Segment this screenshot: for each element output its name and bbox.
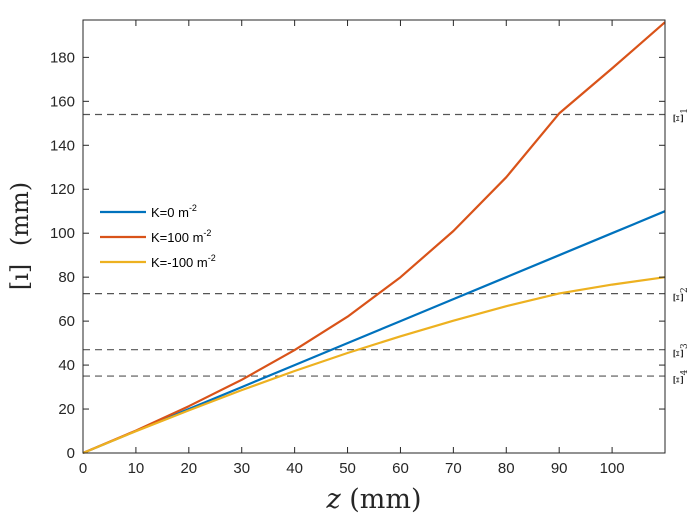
x-axis-var: z <box>325 484 341 515</box>
reference-label-sub: 2 <box>680 287 690 293</box>
x-tick-label: 30 <box>233 460 250 477</box>
x-tick-label: 20 <box>180 460 197 477</box>
y-tick-label: 100 <box>50 225 75 242</box>
y-tick-label: 20 <box>58 401 75 418</box>
x-tick-label: 50 <box>339 460 356 477</box>
x-axis-ticks: 0 10 20 30 40 50 60 70 80 90 100 <box>79 20 625 477</box>
x-tick-label: 80 <box>498 460 515 477</box>
legend-label: K=0 m-2 <box>151 203 197 220</box>
plot-frame <box>82 19 666 454</box>
legend: K=0 m-2K=100 m-2K=-100 m-2 <box>100 203 216 270</box>
x-tick-label: 70 <box>445 460 462 477</box>
y-axis-title: [ı] (mm) <box>6 182 34 290</box>
legend-label: K=100 m-2 <box>151 228 211 245</box>
y-tick-label: 160 <box>50 93 75 110</box>
reference-label-symbol: Ξ <box>672 293 687 302</box>
reference-label: Ξ3 <box>672 343 690 358</box>
y-tick-label: 120 <box>50 181 75 198</box>
x-tick-label: 100 <box>600 460 625 477</box>
y-axis-ticks: 0 20 40 60 80 100 120 140 160 180 <box>50 49 665 462</box>
reference-label-symbol: Ξ <box>672 349 687 358</box>
reference-label-sub: 4 <box>680 369 690 375</box>
x-tick-label: 40 <box>286 460 303 477</box>
series-lines <box>82 21 666 455</box>
reference-label-sub: 1 <box>680 108 690 114</box>
reference-label: Ξ1 <box>672 108 690 123</box>
reference-label-symbol: Ξ <box>672 114 687 123</box>
legend-label-name: K=-100 m <box>151 255 208 270</box>
y-tick-label: 140 <box>50 137 75 154</box>
x-axis-title: z (mm) <box>325 484 421 515</box>
x-axis-unit: (mm) <box>349 484 421 515</box>
reference-label: Ξ4 <box>672 369 690 384</box>
reference-label: Ξ2 <box>672 287 690 302</box>
x-tick-label: 0 <box>79 460 87 477</box>
y-tick-label: 0 <box>67 445 75 462</box>
legend-label-name: K=100 m <box>151 230 203 245</box>
y-tick-label: 180 <box>50 49 75 66</box>
legend-label-sup: -2 <box>189 203 197 213</box>
legend-label-name: K=0 m <box>151 205 189 220</box>
y-axis-var: [ı] <box>6 264 34 290</box>
plot-background <box>83 20 665 453</box>
y-axis-unit: (mm) <box>6 182 34 246</box>
series-line-2 <box>82 276 666 455</box>
x-tick-label: 60 <box>392 460 409 477</box>
x-tick-label: 90 <box>551 460 568 477</box>
y-tick-label: 80 <box>58 269 75 286</box>
y-tick-label: 60 <box>58 313 75 330</box>
series-line-0 <box>82 210 666 455</box>
series-line-1 <box>82 21 666 455</box>
y-tick-label: 40 <box>58 357 75 374</box>
legend-label-sup: -2 <box>208 253 216 263</box>
reference-label-sub: 3 <box>680 343 690 349</box>
legend-label-sup: -2 <box>203 228 211 238</box>
x-tick-label: 10 <box>128 460 145 477</box>
legend-label: K=-100 m-2 <box>151 253 216 270</box>
reference-label-symbol: Ξ <box>672 375 687 384</box>
reference-lines <box>83 113 665 377</box>
